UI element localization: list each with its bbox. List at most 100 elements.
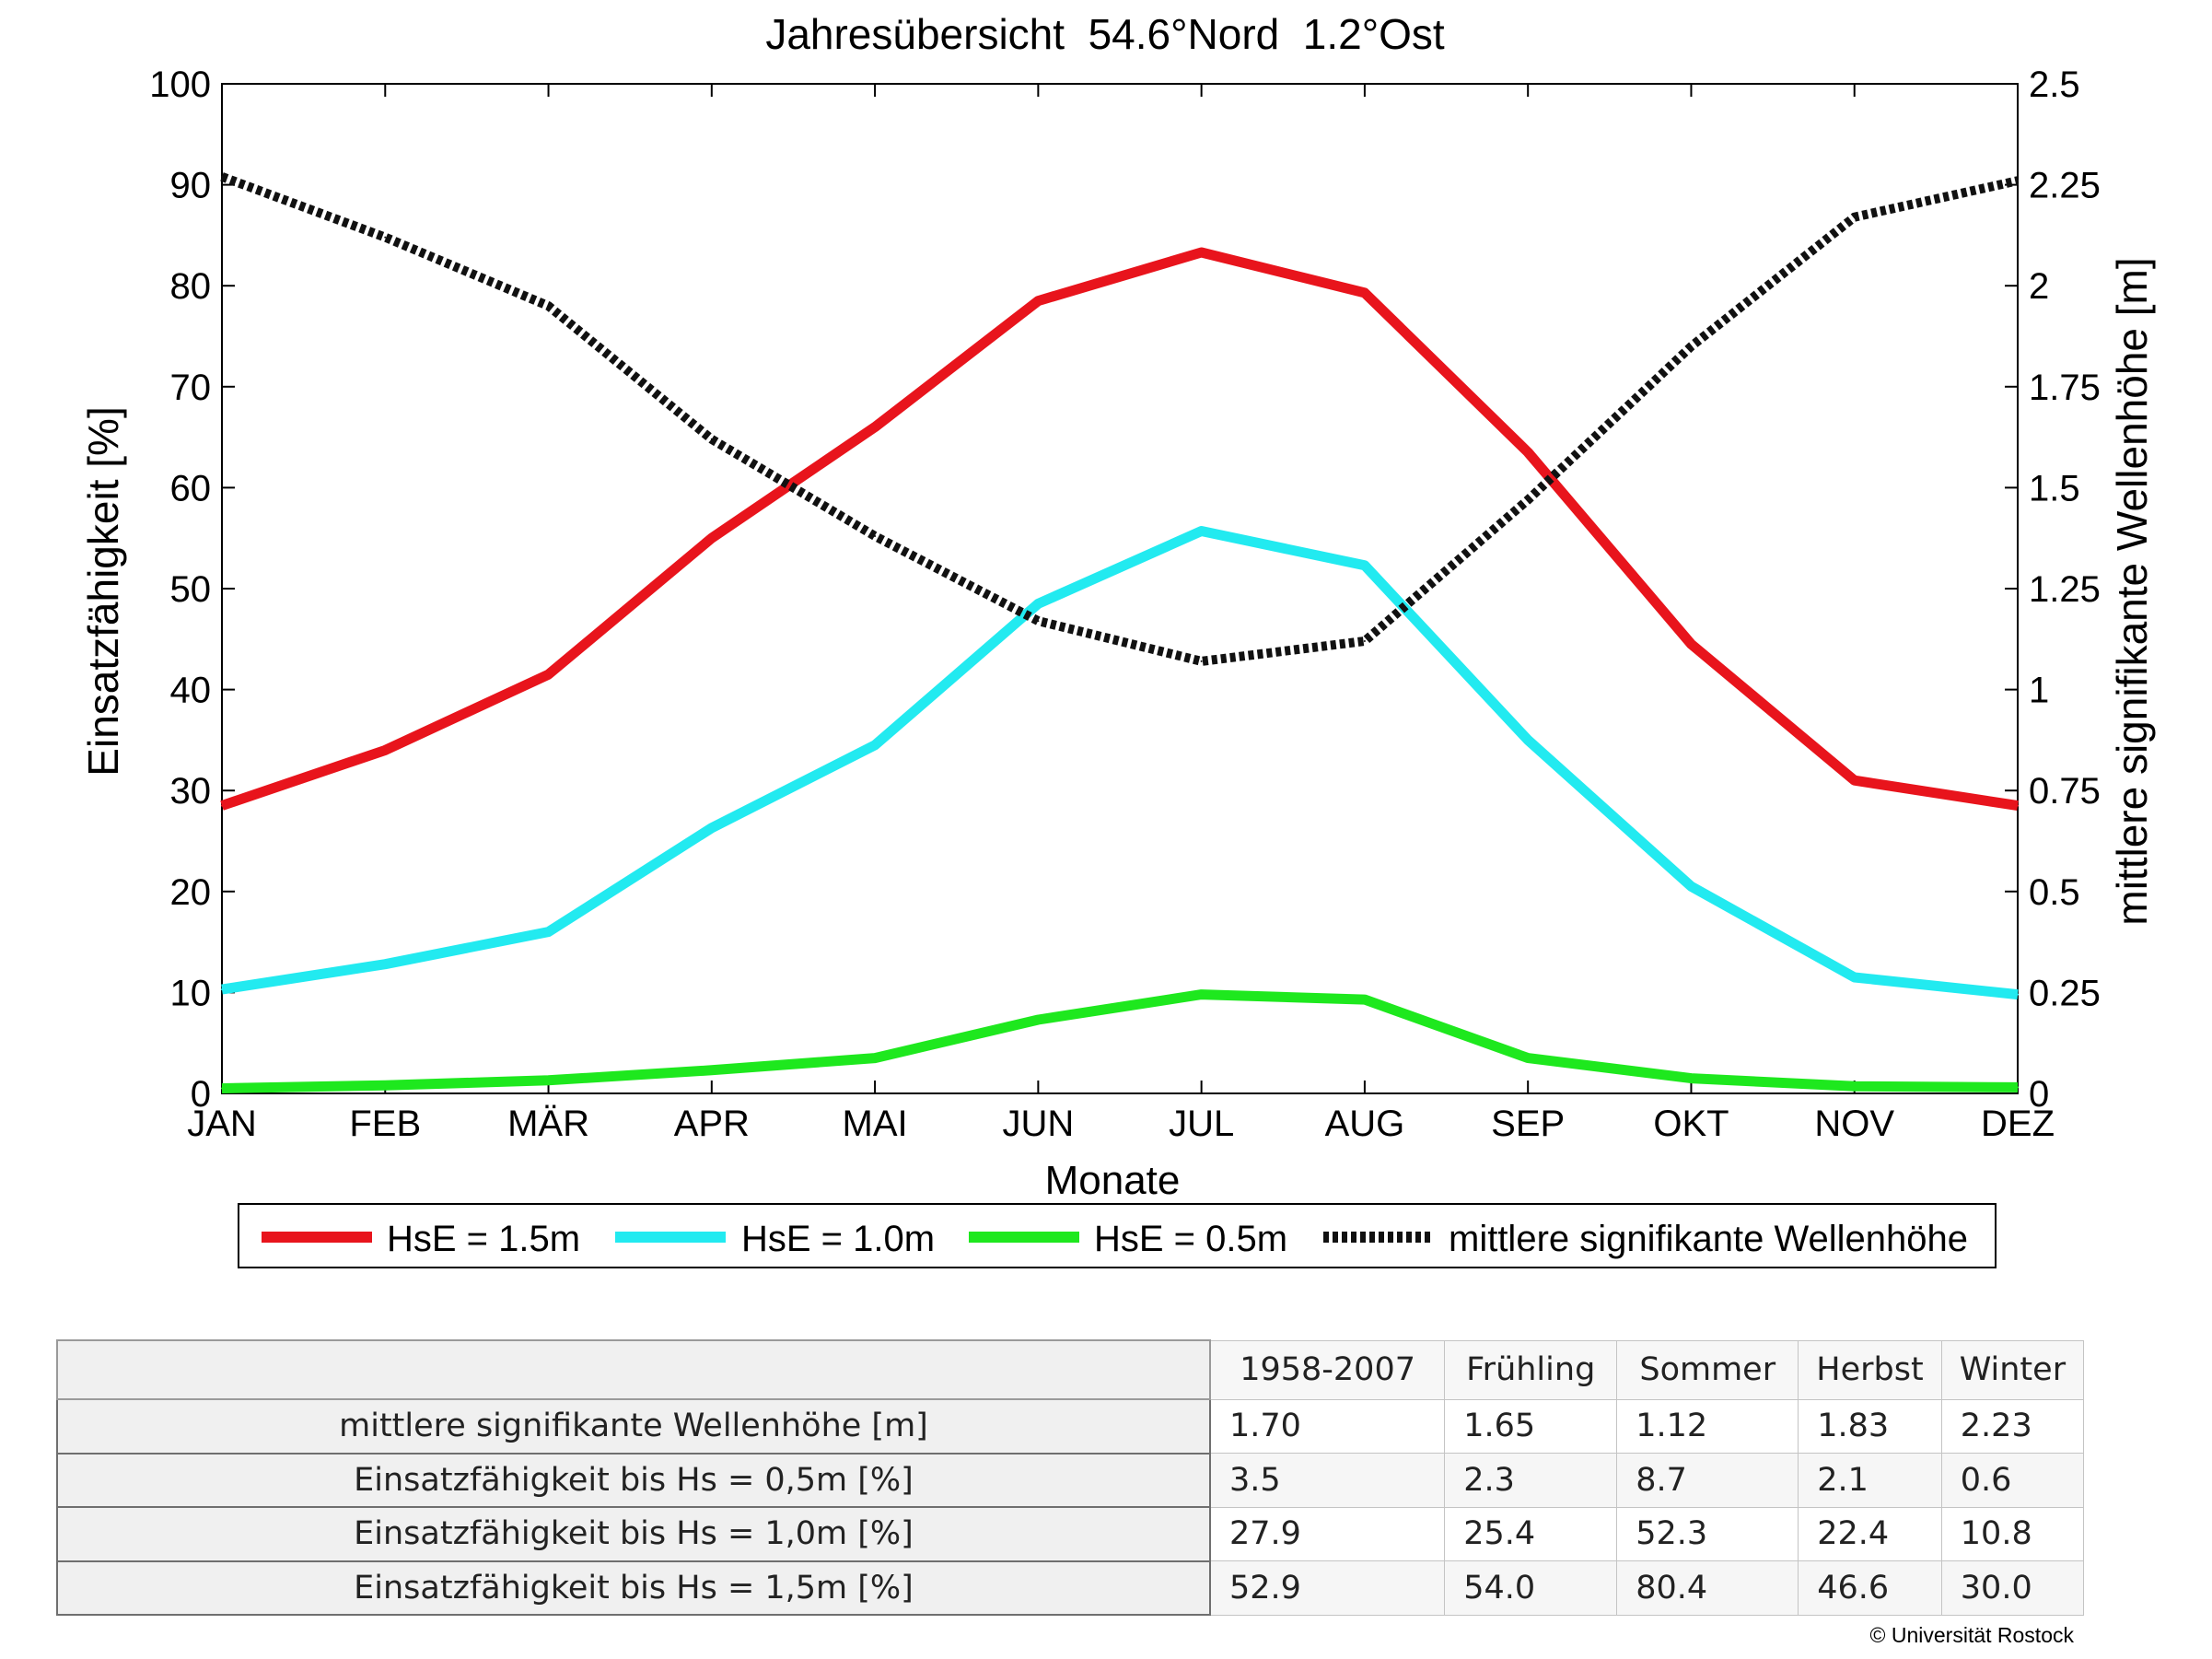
- series-point-1: [710, 826, 713, 829]
- x-tick-label: OKT: [1653, 1104, 1729, 1144]
- table-row-label: Einsatzfähigkeit bis Hs = 1,0m [%]: [56, 1506, 1211, 1562]
- table-cell: 3.5: [1209, 1453, 1446, 1508]
- table-cell: 52.3: [1616, 1506, 1799, 1561]
- y2-tick-label: 1.5: [2029, 468, 2080, 508]
- series-point-2: [384, 1084, 387, 1087]
- series-point-0: [1200, 251, 1203, 254]
- table-cell: 46.6: [1798, 1560, 1942, 1616]
- series-point-2: [1037, 1018, 1040, 1021]
- x-tick-label: JUN: [1002, 1104, 1074, 1144]
- table-header-cell: Sommer: [1616, 1339, 1799, 1400]
- table-header-cell: 1958-2007: [1209, 1339, 1446, 1400]
- y-tick-label: 100: [149, 64, 211, 105]
- y-axis-tick-labels: 0 10 20 30 40 50 60 70 80 90 100: [149, 64, 211, 1115]
- series-point-1: [1037, 602, 1040, 605]
- series-point-1: [2017, 993, 2019, 996]
- series-point-3: [2017, 180, 2019, 182]
- series-line-0: [220, 247, 2019, 812]
- legend-label-hse-15: HsE = 1.5m: [387, 1219, 580, 1259]
- series-point-0: [2017, 804, 2019, 807]
- x-tick-label: MÄR: [507, 1104, 589, 1144]
- series-point-1: [547, 930, 550, 933]
- series-point-1: [1363, 564, 1366, 567]
- table-cell: 10.8: [1940, 1506, 2085, 1561]
- y2-tick-label: 0.75: [2029, 771, 2101, 812]
- y2-tick-label: 0.25: [2029, 973, 2101, 1013]
- series-point-1: [384, 963, 387, 965]
- table-cell: 8.7: [1616, 1453, 1799, 1508]
- table-cell: 52.9: [1209, 1560, 1446, 1616]
- y2-tick-label: 0: [2029, 1074, 2049, 1115]
- series-point-3: [1853, 216, 1856, 218]
- series-point-2: [1200, 993, 1203, 996]
- table-cell: 1.83: [1798, 1398, 1942, 1454]
- y-tick-label: 70: [170, 368, 212, 408]
- x-axis-tick-labels: JAN FEB MÄR APR MAI JUN JUL AUG SEP OKT NOV DEZ: [187, 1104, 2055, 1144]
- series-point-1: [1853, 976, 1856, 978]
- table-cell: 27.9: [1209, 1506, 1446, 1561]
- series-point-2: [1527, 1057, 1530, 1059]
- summary-table: 1958-2007 Frühling Sommer Herbst Winter …: [56, 1339, 2085, 1616]
- series-point-2: [1853, 1085, 1856, 1088]
- series-point-0: [1690, 643, 1693, 646]
- series-point-2: [547, 1079, 550, 1081]
- table-cell: 2.23: [1940, 1398, 2085, 1454]
- plot-area: [221, 83, 2019, 1094]
- y2-tick-label: 1: [2029, 671, 2049, 711]
- series-point-0: [710, 537, 713, 540]
- table-corner-cell: [56, 1339, 1211, 1400]
- series-point-3: [710, 438, 713, 440]
- series-point-3: [1037, 620, 1040, 623]
- y2-tick-label: 1.75: [2029, 368, 2101, 408]
- series-point-0: [1527, 451, 1530, 454]
- series-point-3: [221, 175, 223, 178]
- series-point-0: [874, 426, 877, 428]
- series-point-3: [547, 305, 550, 308]
- y-tick-label: 20: [170, 872, 212, 913]
- series-point-2: [2017, 1086, 2019, 1089]
- x-tick-label: JAN: [187, 1104, 257, 1144]
- y-tick-label: 30: [170, 771, 212, 812]
- table-header-cell: Winter: [1940, 1339, 2085, 1400]
- series-point-3: [1690, 345, 1693, 347]
- series-point-1: [1690, 885, 1693, 888]
- legend-label-hse-10: HsE = 1.0m: [741, 1219, 935, 1259]
- series-point-1: [1527, 739, 1530, 742]
- table-cell: 22.4: [1798, 1506, 1942, 1561]
- table-header-cell: Herbst: [1798, 1339, 1942, 1400]
- chart-title: Jahresübersicht 54.6°Nord 1.2°Ost: [765, 10, 1445, 58]
- table-cell: 80.4: [1616, 1560, 1799, 1616]
- table-row-label: mittlere signifikante Wellenhöhe [m]: [56, 1398, 1211, 1455]
- series-point-0: [547, 673, 550, 676]
- legend: HsE = 1.5m HsE = 1.0m HsE = 0.5m mittler…: [238, 1203, 1997, 1268]
- series-line-3: [220, 172, 2020, 666]
- table-cell: 25.4: [1444, 1506, 1618, 1561]
- series-point-2: [874, 1057, 877, 1059]
- legend-label-hse-05: HsE = 0.5m: [1094, 1219, 1287, 1259]
- y2-tick-label: 2.25: [2029, 166, 2101, 206]
- x-tick-label: FEB: [349, 1104, 421, 1144]
- table-row: Einsatzfähigkeit bis Hs = 0,5m [%] 3.5 2…: [56, 1452, 2085, 1508]
- series-point-1: [1200, 530, 1203, 532]
- series-point-3: [874, 535, 877, 538]
- table-cell: 2.3: [1444, 1453, 1618, 1508]
- y-tick-label: 10: [170, 973, 212, 1013]
- copyright-notice: © Universität Rostock: [1869, 1623, 2074, 1647]
- series-point-0: [1037, 299, 1040, 302]
- table-cell: 0.6: [1940, 1453, 2085, 1508]
- y-tick-label: 90: [170, 166, 212, 206]
- x-tick-label: NOV: [1814, 1104, 1894, 1144]
- x-tick-label: JUL: [1169, 1104, 1234, 1144]
- axis-ticks: [221, 83, 2019, 1094]
- y-axis-label: Einsatzfähigkeit [%]: [79, 406, 127, 776]
- table-cell: 2.1: [1798, 1453, 1942, 1508]
- series-point-3: [1363, 639, 1366, 642]
- table-row-label: Einsatzfähigkeit bis Hs = 1,5m [%]: [56, 1560, 1211, 1616]
- table-cell: 54.0: [1444, 1560, 1618, 1616]
- x-tick-label: APR: [674, 1104, 750, 1144]
- series-point-2: [221, 1087, 223, 1090]
- y-tick-label: 60: [170, 468, 212, 508]
- table-cell: 30.0: [1940, 1560, 2085, 1616]
- x-tick-label: SEP: [1491, 1104, 1565, 1144]
